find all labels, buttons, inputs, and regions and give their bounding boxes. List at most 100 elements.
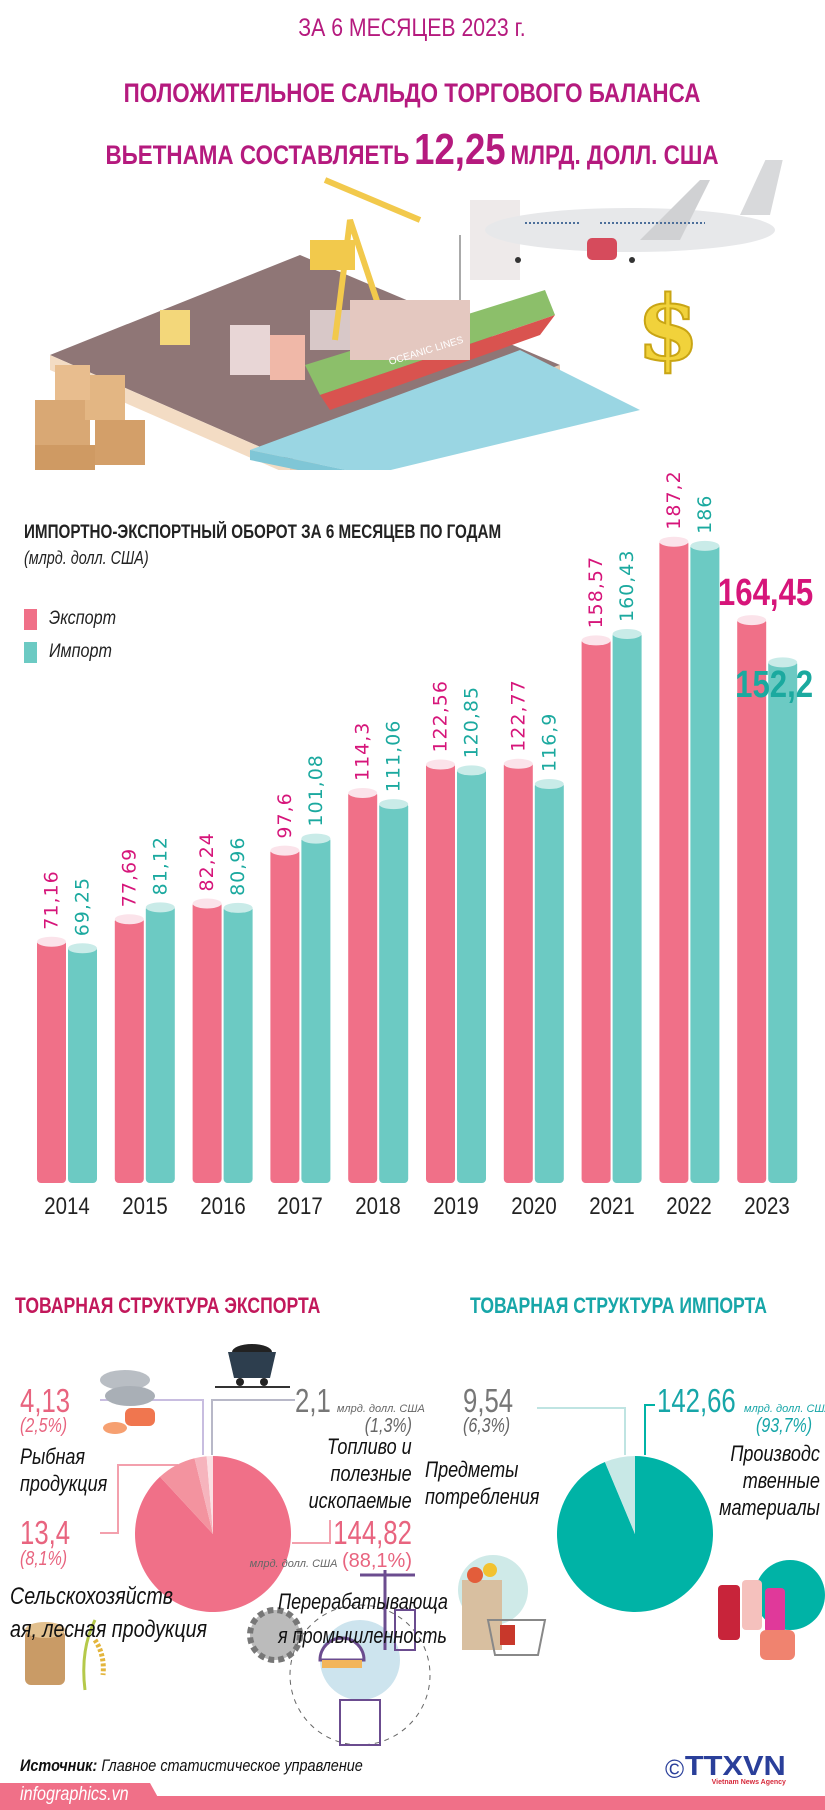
label-line: Рыбная <box>20 1444 86 1469</box>
water <box>250 350 640 470</box>
footer-tab <box>0 1783 165 1810</box>
label-2023-export-highlight: 164,45 <box>717 572 813 614</box>
label-line: потребления <box>425 1484 540 1509</box>
wood-rice-icon <box>25 1619 106 1691</box>
import-value-label-2019: 120,85 <box>461 686 483 758</box>
export-bar-2018 <box>348 791 378 1183</box>
bar-cap <box>192 898 222 909</box>
bar-cap <box>348 788 378 799</box>
import-materials-pct: (93,7%) <box>755 1415 812 1437</box>
container-stacks <box>160 310 350 380</box>
export-fuel-value-row: 2,1 млрд. долл. США <box>295 1382 425 1420</box>
import-value-label-2015: 81,12 <box>149 836 171 895</box>
export-fuel-unit: млрд. долл. США <box>336 1403 425 1415</box>
import-bar-2022 <box>690 543 720 1183</box>
bar-cap <box>457 765 486 776</box>
import-materials-value: 142,66 <box>657 1382 736 1419</box>
export-slice-2 <box>194 1456 213 1534</box>
export-structure-title: ТОВАРНАЯ СТРУКТУРА ЭКСПОРТА <box>15 1293 321 1318</box>
export-bar-2014 <box>37 939 66 1183</box>
x-tick-2019: 2019 <box>433 1193 479 1220</box>
port-illustration: OCEANIC LINES $ <box>35 160 783 470</box>
x-tick-2021: 2021 <box>588 1193 635 1220</box>
bar-cap <box>503 758 533 769</box>
import-bar-2021 <box>612 631 642 1183</box>
crane <box>310 177 461 341</box>
label-line: ая, лесная продукция <box>10 1616 208 1643</box>
export-bar-2019 <box>426 762 455 1183</box>
logo-subtext: Vietnam News Agency <box>711 1779 786 1786</box>
airplane-icon <box>485 160 783 263</box>
import-bar-2014 <box>68 946 97 1183</box>
export-bar-2021 <box>581 638 611 1183</box>
cargo-ship: OCEANIC LINES <box>305 200 555 410</box>
import-value-label-2017: 101,08 <box>305 754 327 826</box>
site-link[interactable]: infographics.vn <box>20 1784 129 1805</box>
boxes-icon <box>35 365 145 470</box>
bar-cap <box>690 540 720 551</box>
import-value-label-2020: 116,9 <box>538 713 560 772</box>
import-materials-unit: млрд. долл. США <box>743 1403 825 1415</box>
chart-title: ИМПОРТНО-ЭКСПОРТНЫЙ ОБОРОТ ЗА 6 МЕСЯЦЕВ … <box>24 522 502 543</box>
chart-subtitle: (млрд. долл. США) <box>24 548 149 568</box>
export-bar-2016 <box>192 901 222 1183</box>
x-tick-2014: 2014 <box>44 1193 90 1220</box>
headline-line-2: ВЬЕТНАМА СОСТАВЛЯЕТЬ 12,25 МЛРД. ДОЛЛ. США <box>105 125 718 175</box>
coal-cart-icon <box>215 1344 290 1388</box>
export-agri-value: 13,4 <box>20 1514 71 1551</box>
source-text: Главное статистическое управление <box>101 1756 363 1775</box>
import-pie <box>557 1456 714 1612</box>
import-value-label-2016: 80,96 <box>227 837 249 896</box>
import-value-label-2022: 186 <box>694 495 716 534</box>
import-slice-1 <box>604 1456 635 1534</box>
export-value-label-2016: 82,24 <box>196 832 218 891</box>
import-materials-value-row: 142,66 млрд. долл. США <box>657 1382 825 1420</box>
export-value-label-2022: 187,2 <box>663 470 685 529</box>
x-tick-2015: 2015 <box>122 1193 168 1220</box>
pie-charts <box>25 1344 825 1746</box>
bar-cap <box>581 635 611 646</box>
export-bar-2020 <box>503 761 533 1183</box>
import-materials-label: Производс твенные материалы <box>719 1440 820 1521</box>
import-bar-2017 <box>301 836 331 1183</box>
export-processing-unit: млрд. долл. США <box>249 1558 338 1570</box>
x-tick-2023: 2023 <box>744 1193 790 1220</box>
import-consumer-value: 9,54 <box>463 1382 514 1419</box>
footer-band <box>0 1796 825 1810</box>
x-tick-2018: 2018 <box>355 1193 401 1220</box>
import-bar-2016 <box>223 905 253 1183</box>
import-bar-2015 <box>145 905 175 1183</box>
export-bar-2017 <box>270 848 300 1183</box>
label-line: твенные <box>742 1468 820 1493</box>
headline-value: 12,25 <box>414 125 506 174</box>
export-fish-pct: (2,5%) <box>20 1415 68 1437</box>
export-fish-value: 4,13 <box>20 1382 71 1419</box>
export-value-label-2019: 122,56 <box>430 680 452 752</box>
bar-cap <box>145 902 175 913</box>
export-processing-pct: (88,1%) <box>341 1550 412 1572</box>
x-tick-2017: 2017 <box>277 1193 324 1220</box>
import-bar-2018 <box>379 802 409 1183</box>
bar-chart: 71,16 69,25 77,69 81,12 82,24 80,96 97,6 101,08… <box>37 470 798 1183</box>
ttxvn-logo: © TTXVN Vietnam News Agency <box>665 1750 786 1787</box>
bar-cap <box>114 914 144 925</box>
label-line: полезные <box>330 1461 412 1486</box>
industry-icon <box>247 1570 431 1746</box>
export-value-label-2014: 71,16 <box>41 870 63 929</box>
legend-import: Импорт <box>24 641 123 663</box>
x-tick-2020: 2020 <box>511 1193 557 1220</box>
legend-export-swatch <box>24 608 37 630</box>
label-line: ископаемые <box>308 1488 412 1513</box>
fish-icon <box>100 1370 155 1434</box>
import-bar-2023 <box>768 660 798 1183</box>
bar-cap <box>68 943 97 954</box>
export-pie <box>134 1456 291 1612</box>
export-value-label-2021: 158,57 <box>585 556 607 628</box>
export-agri-label: Сельскохозяйств ая, лесная продукция <box>10 1580 207 1646</box>
bar-cap <box>270 845 300 856</box>
logo-text: TTXVN <box>684 1750 786 1781</box>
bar-cap <box>612 628 642 639</box>
label-line: Предметы <box>425 1457 519 1482</box>
export-processing-unit-row: млрд. долл. США (88,1%) <box>250 1550 412 1573</box>
bar-cap <box>659 536 689 547</box>
